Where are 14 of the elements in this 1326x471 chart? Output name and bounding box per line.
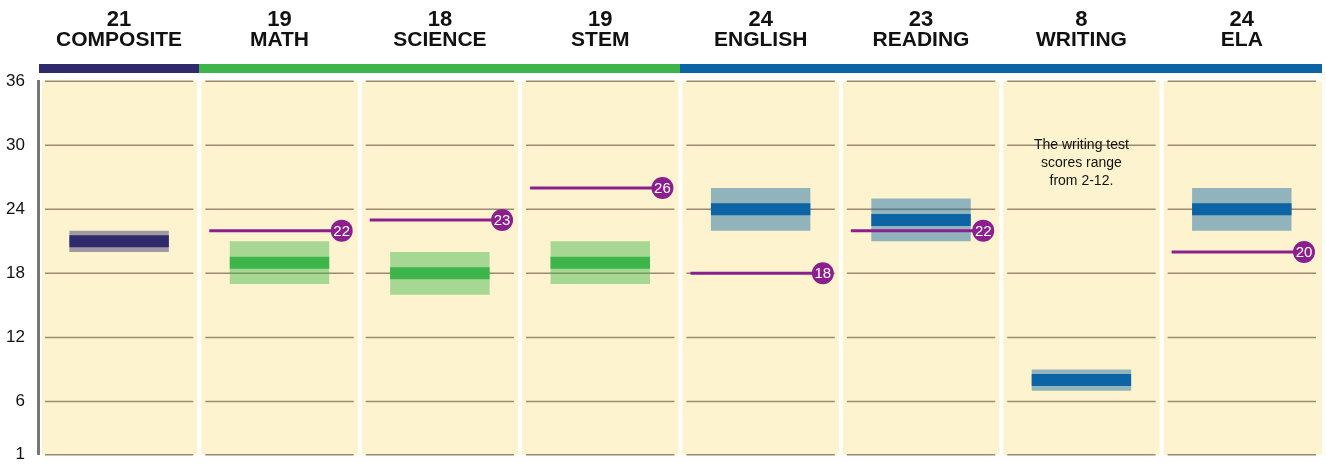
y-tick-label: 18	[5, 263, 25, 283]
annotation: The writing test scores range from 2-12.	[1033, 136, 1129, 189]
y-tick-label: 1	[15, 444, 25, 464]
data-label: 20	[1295, 243, 1313, 261]
data-label: 22	[974, 221, 992, 239]
y-tick-label: 24	[5, 198, 25, 218]
y-tick-label: 36	[5, 70, 25, 90]
data-label: 18	[814, 264, 832, 282]
y-tick-label: 12	[5, 327, 25, 347]
data-label: 22	[333, 221, 351, 239]
y-tick-label: 6	[15, 391, 25, 411]
data-label: 26	[654, 179, 671, 197]
data-label: 23	[493, 211, 511, 229]
y-tick-label: 30	[5, 134, 25, 154]
